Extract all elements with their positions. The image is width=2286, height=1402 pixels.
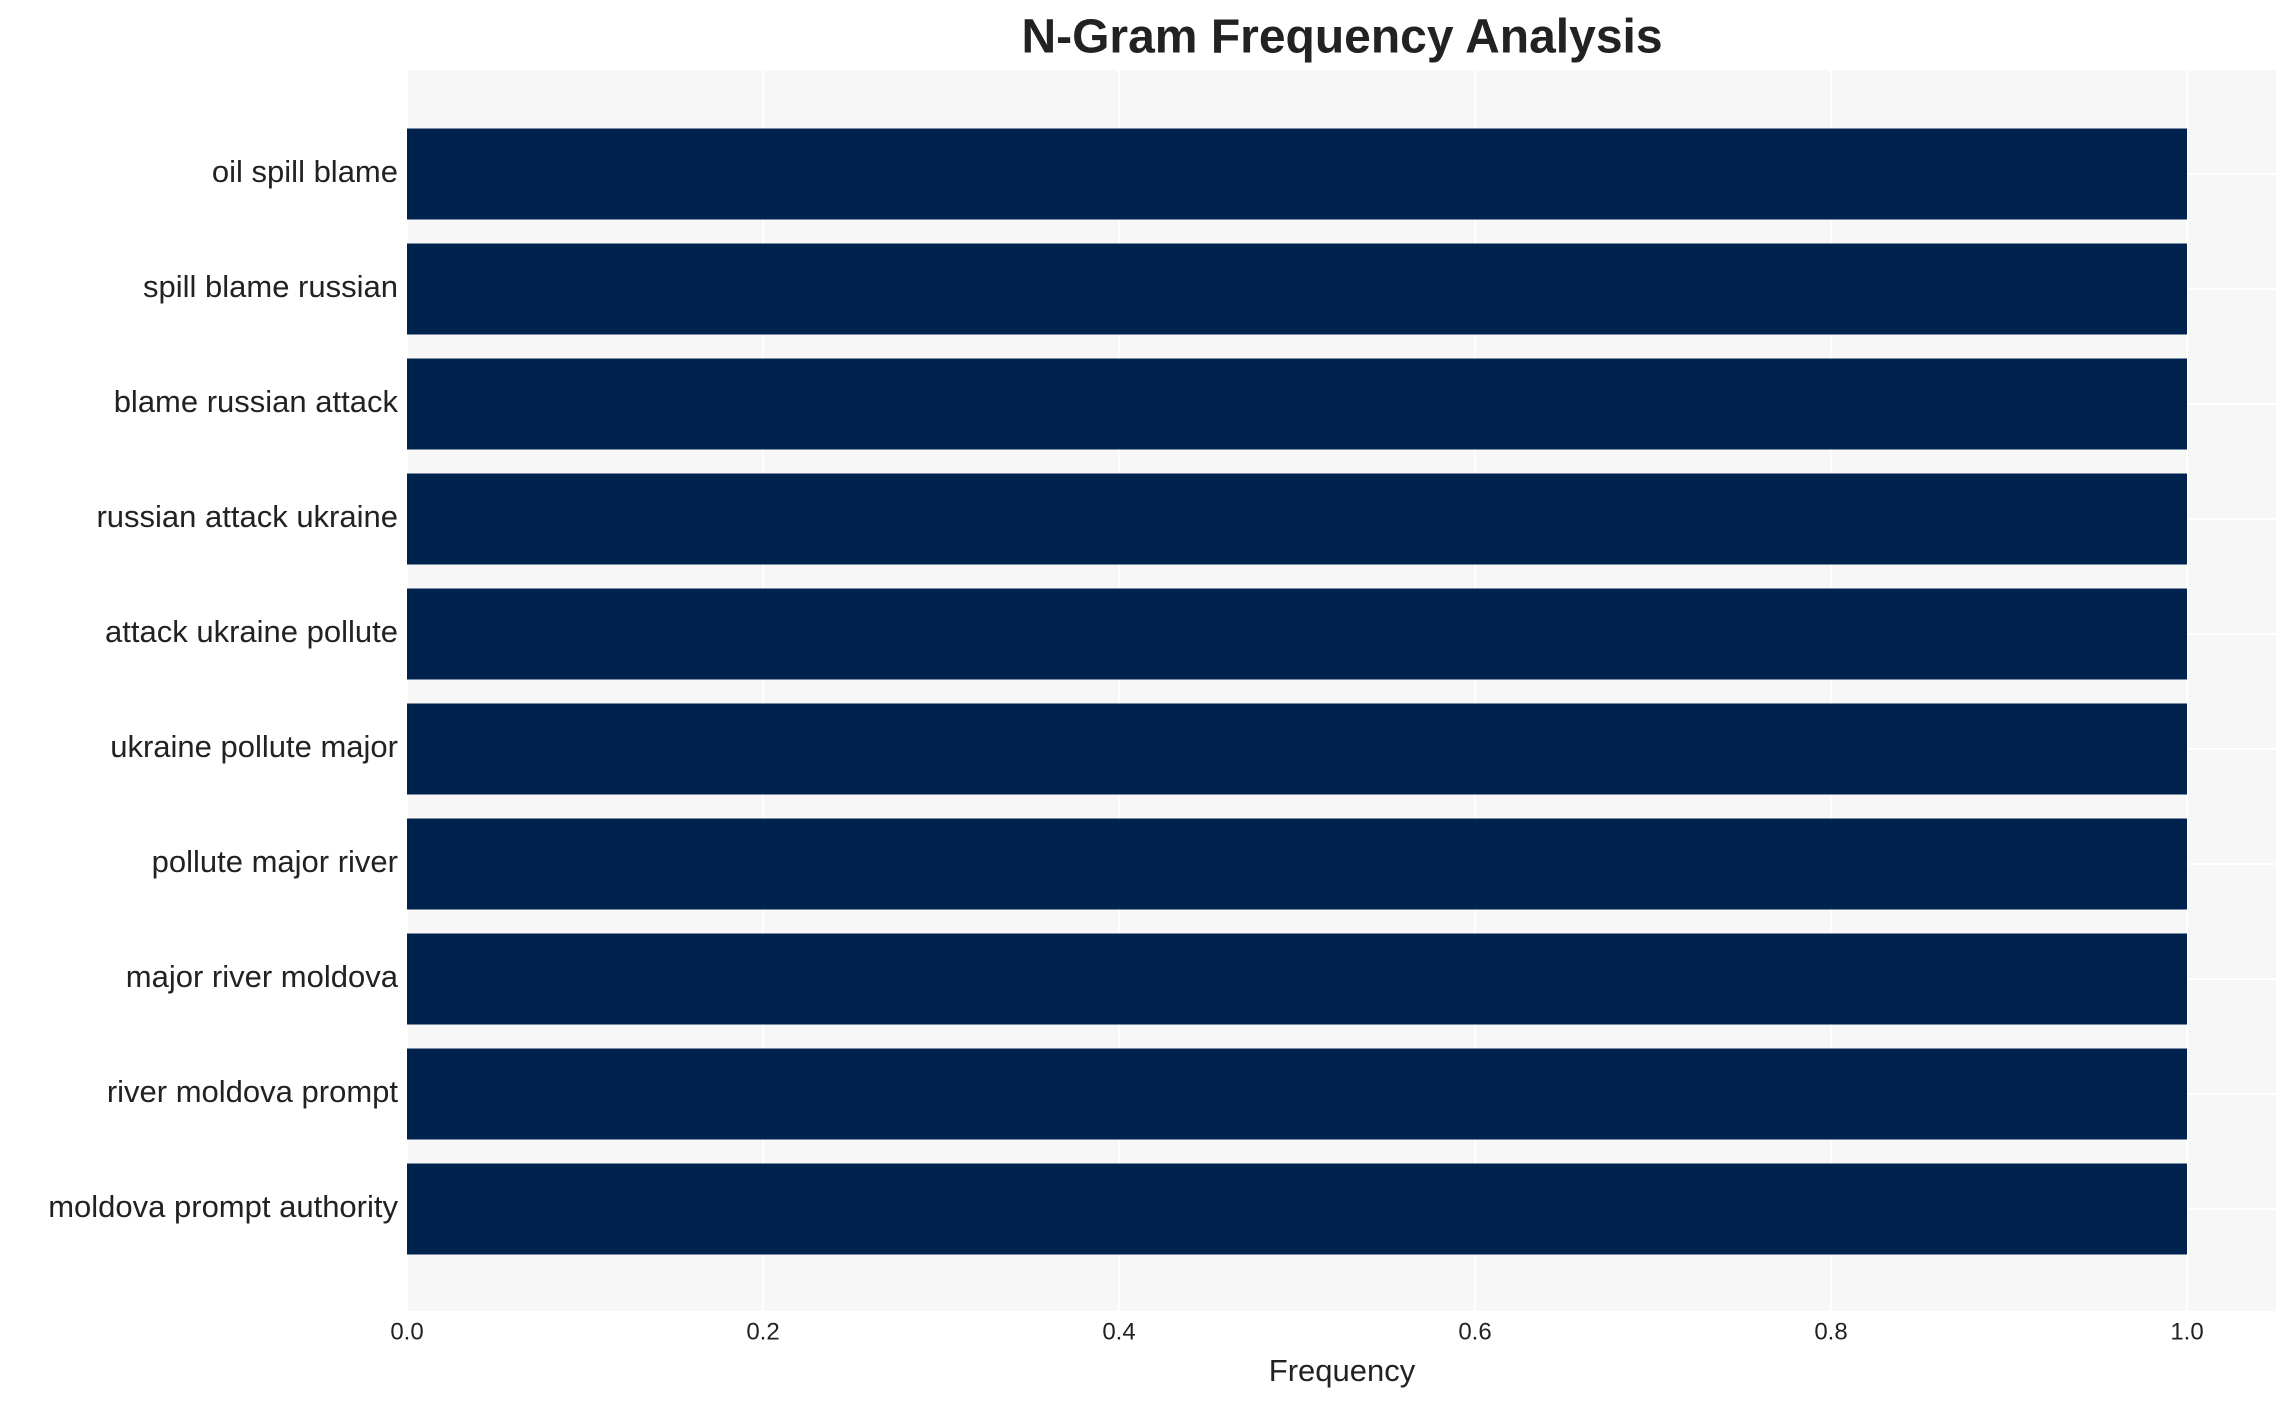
- bar: [407, 588, 2187, 680]
- bar: [407, 1163, 2187, 1255]
- x-tick-label: 0.8: [1814, 1318, 1847, 1345]
- bar: [407, 933, 2187, 1025]
- y-tick-label: ukraine pollute major: [110, 729, 398, 764]
- bar: [407, 128, 2187, 220]
- y-tick-label: oil spill blame: [212, 154, 398, 189]
- bar: [407, 1048, 2187, 1140]
- y-tick-label: blame russian attack: [114, 384, 399, 419]
- y-tick-label: moldova prompt authority: [48, 1189, 398, 1224]
- y-tick-label: major river moldova: [126, 959, 399, 994]
- bar: [407, 703, 2187, 795]
- bar: [407, 358, 2187, 450]
- y-tick-label: spill blame russian: [143, 269, 398, 304]
- bar: [407, 243, 2187, 335]
- x-tick-label: 1.0: [2170, 1318, 2203, 1345]
- y-tick-label: attack ukraine pollute: [105, 614, 398, 649]
- y-tick-label: russian attack ukraine: [96, 499, 398, 534]
- x-tick-label: 0.4: [1102, 1318, 1135, 1345]
- y-tick-label: river moldova prompt: [107, 1074, 399, 1109]
- y-tick-label: pollute major river: [152, 844, 398, 879]
- x-axis-label: Frequency: [1269, 1353, 1416, 1388]
- x-tick-label: 0.2: [746, 1318, 779, 1345]
- x-tick-label: 0.6: [1458, 1318, 1491, 1345]
- bar: [407, 473, 2187, 565]
- chart-title: N-Gram Frequency Analysis: [1021, 11, 1662, 64]
- x-tick-label: 0.0: [390, 1318, 423, 1345]
- bar: [407, 818, 2187, 910]
